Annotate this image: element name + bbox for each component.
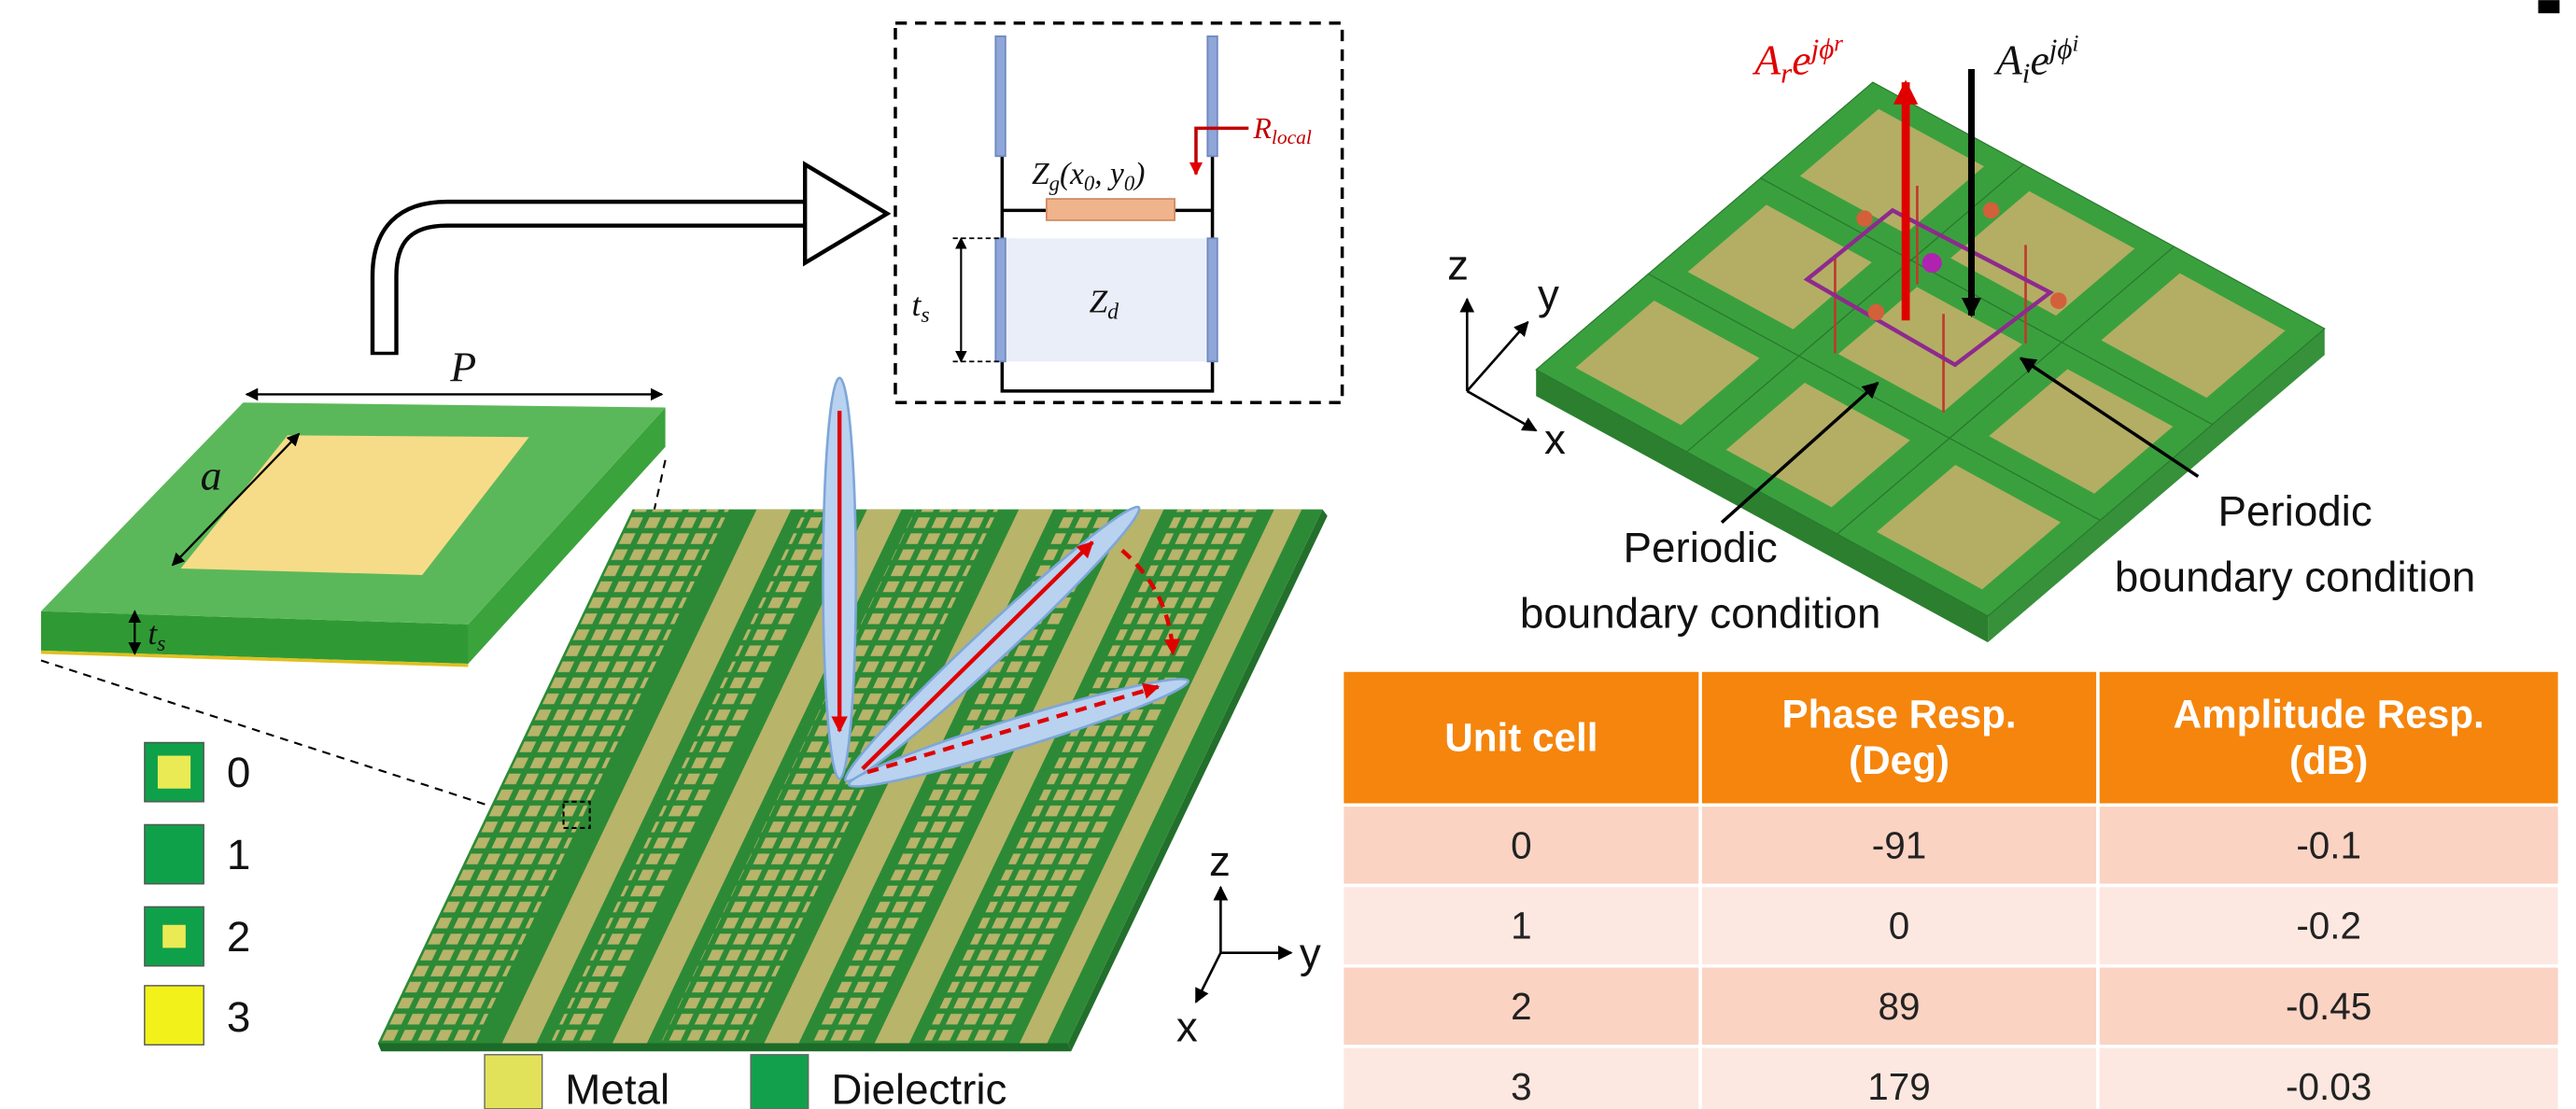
patch-label: a [201, 451, 222, 498]
header-text: (dB) [2289, 738, 2368, 782]
math-segment: i [2072, 32, 2078, 57]
math-segment: , y [1094, 157, 1124, 191]
legend-label: 3 [227, 993, 250, 1041]
legend-label: Metal [565, 1066, 669, 1109]
cell-text: 0 [1511, 824, 1532, 867]
legend-label: 2 [227, 913, 250, 961]
math-segment: Z [1032, 157, 1049, 191]
legend-label: 0 [227, 749, 250, 796]
math-segment: local [1272, 126, 1312, 148]
cell-text: 179 [1867, 1065, 1931, 1108]
header-text: Amplitude Resp. [2174, 693, 2485, 737]
boundary-label: Periodic [2217, 487, 2372, 535]
cell-text: -0.45 [2286, 985, 2372, 1028]
legend-label: 1 [227, 831, 250, 878]
material-legend: Metal Dielectric [485, 1055, 1006, 1109]
period-label: P [449, 343, 476, 390]
response-table: Unit cell Phase Resp.(Deg) Amplitude Resp.… [1343, 670, 2560, 1109]
cell-text: 1 [1511, 905, 1532, 948]
axis-label: y [1538, 271, 1559, 318]
header-text: (Deg) [1849, 738, 1950, 782]
math-segment: Z [1090, 283, 1108, 319]
math-segment: i [2022, 57, 2031, 90]
math-segment: jϕr [1808, 32, 1844, 64]
cell-text: 89 [1879, 985, 1921, 1028]
axis-label: z [1209, 837, 1231, 885]
cell-text: -0.03 [2286, 1065, 2372, 1108]
state-legend: 0 1 2 3 [145, 742, 250, 1045]
math-segment: s [921, 303, 929, 328]
header-text: Phase Resp. [1782, 693, 2017, 737]
math-segment: d [1107, 301, 1119, 325]
incident-wave-label: Aiejϕi [1993, 32, 2079, 90]
gap-impedance [1047, 199, 1175, 220]
math-segment: r [1781, 57, 1793, 90]
circuit: Zg(x0, y0) Rlocal ts Zd [895, 23, 1343, 402]
corner-mark [2539, 0, 2560, 13]
boundary-label: boundary condition [2115, 554, 2476, 601]
math-segment: A [1752, 35, 1781, 83]
math-segment: A [1993, 35, 2023, 83]
page: { "unit_cell": { "period_label": "P", "p… [0, 0, 2576, 1109]
reflected-wave-label: Arejϕr [1752, 32, 1843, 90]
axis-label: z [1447, 241, 1469, 288]
header-text: Unit cell [1444, 715, 1598, 759]
math-segment: 0 [1124, 172, 1135, 195]
cell-axes: z y x [1447, 241, 1566, 463]
axis-label: x [1176, 1004, 1198, 1051]
cell-text: 3 [1511, 1065, 1532, 1108]
math-segment: R [1253, 112, 1272, 145]
cell-text: -0.1 [2296, 824, 2361, 867]
boundary-label: boundary condition [1520, 589, 1881, 637]
cell-text: -91 [1872, 824, 1926, 867]
math-segment: s [157, 632, 165, 656]
math-segment: g [1049, 172, 1060, 195]
math-segment: jϕi [2046, 32, 2079, 64]
math-segment: e [2030, 35, 2048, 83]
math-segment: ) [1133, 157, 1145, 191]
hollow-arrow [385, 164, 887, 355]
math-segment: e [1792, 35, 1810, 83]
math-segment: r [1834, 32, 1843, 57]
cell-text: -0.2 [2296, 905, 2361, 948]
legend-label: Dielectric [831, 1066, 1006, 1109]
math-segment: (x [1060, 157, 1084, 191]
figure: Zg(x0, y0) Rlocal ts Zd P a ts 0 1 2 3 [0, 0, 2576, 1109]
surface-axes: z y x [1176, 837, 1321, 1051]
axis-label: y [1300, 930, 1321, 977]
periodic-cell: Arejϕr Aiejϕi Periodic boundary conditio… [1520, 32, 2475, 642]
boundary-label: Periodic [1624, 524, 1778, 571]
cell-text: 0 [1889, 905, 1910, 948]
cell-text: 2 [1511, 985, 1532, 1028]
math-segment: 0 [1084, 172, 1095, 195]
axis-label: x [1544, 415, 1566, 463]
